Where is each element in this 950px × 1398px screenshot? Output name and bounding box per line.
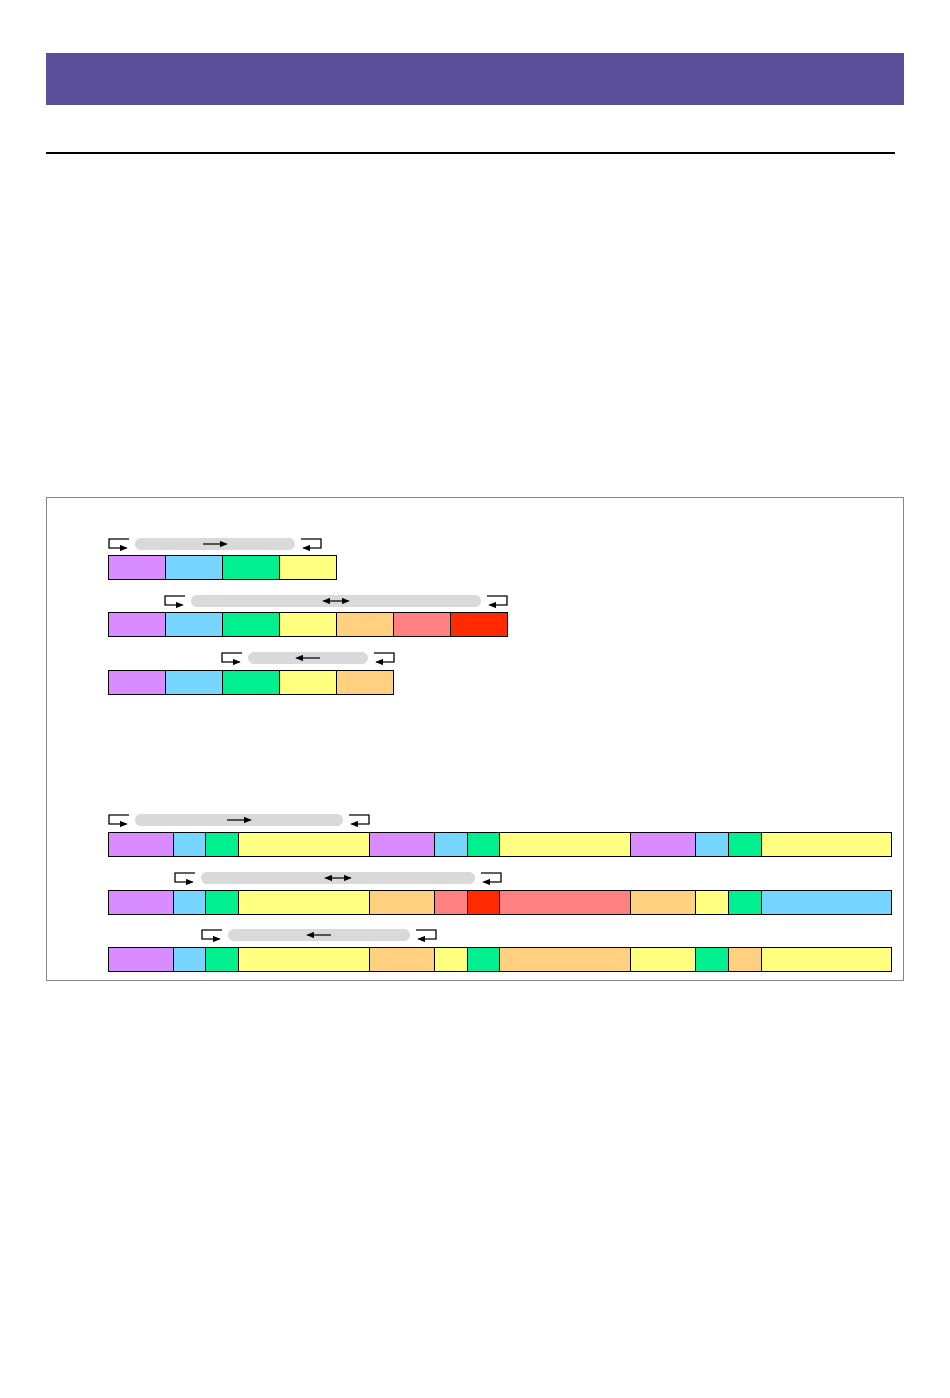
block bbox=[108, 555, 166, 580]
block bbox=[173, 832, 206, 857]
block bbox=[434, 890, 468, 915]
block bbox=[336, 612, 394, 637]
loop-hook bbox=[301, 538, 322, 552]
block bbox=[279, 555, 337, 580]
block bbox=[205, 947, 239, 972]
loop-hook bbox=[108, 538, 129, 552]
block bbox=[695, 832, 729, 857]
block bbox=[369, 947, 435, 972]
block bbox=[238, 947, 370, 972]
block bbox=[205, 832, 239, 857]
block bbox=[630, 947, 696, 972]
block bbox=[450, 612, 508, 637]
header-bar bbox=[46, 53, 904, 105]
block bbox=[279, 612, 337, 637]
block bbox=[499, 947, 631, 972]
block bbox=[173, 890, 206, 915]
block bbox=[499, 890, 631, 915]
loop-hook bbox=[108, 814, 129, 828]
loop-hook bbox=[349, 814, 370, 828]
loop-hook bbox=[487, 595, 508, 609]
block bbox=[728, 890, 762, 915]
block bbox=[108, 832, 174, 857]
block bbox=[393, 612, 451, 637]
block bbox=[238, 832, 370, 857]
block bbox=[279, 670, 337, 695]
block bbox=[369, 890, 435, 915]
block bbox=[165, 555, 223, 580]
block bbox=[222, 612, 280, 637]
loop-hook bbox=[174, 872, 195, 886]
block bbox=[761, 832, 892, 857]
block bbox=[222, 555, 280, 580]
block bbox=[238, 890, 370, 915]
block bbox=[173, 947, 206, 972]
loop-hook bbox=[374, 652, 395, 666]
block bbox=[761, 947, 892, 972]
block bbox=[728, 947, 762, 972]
block bbox=[499, 832, 631, 857]
block bbox=[467, 832, 500, 857]
figure-frame bbox=[46, 497, 904, 981]
block bbox=[108, 947, 174, 972]
block bbox=[108, 890, 174, 915]
block bbox=[467, 890, 500, 915]
loop-hook bbox=[164, 595, 185, 609]
loop-hook bbox=[481, 872, 502, 886]
block bbox=[695, 947, 729, 972]
block bbox=[434, 832, 468, 857]
loop-hook bbox=[221, 652, 242, 666]
block bbox=[630, 890, 696, 915]
block bbox=[108, 612, 166, 637]
loop-hook bbox=[416, 929, 437, 943]
block bbox=[467, 947, 500, 972]
block bbox=[369, 832, 435, 857]
block bbox=[108, 670, 166, 695]
block bbox=[222, 670, 280, 695]
block bbox=[165, 612, 223, 637]
block bbox=[695, 890, 729, 915]
block bbox=[165, 670, 223, 695]
block bbox=[205, 890, 239, 915]
block bbox=[761, 890, 892, 915]
block bbox=[336, 670, 394, 695]
loop-hook bbox=[201, 929, 222, 943]
block bbox=[630, 832, 696, 857]
block bbox=[728, 832, 762, 857]
block bbox=[434, 947, 468, 972]
